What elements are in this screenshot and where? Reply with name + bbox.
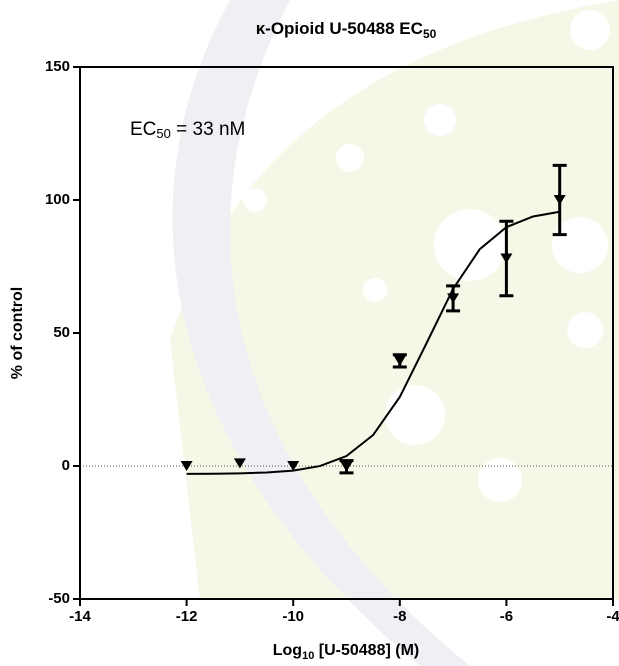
y-axis-label: % of control: [9, 287, 26, 379]
y-tick-label: -50: [48, 590, 70, 607]
data-point: [393, 355, 406, 366]
data-point: [500, 253, 513, 264]
data-point: [553, 195, 566, 205]
y-tick-label: 150: [45, 58, 70, 75]
x-tick-label: -8: [393, 608, 406, 625]
annotation: EC50 = 33 nM: [130, 119, 245, 141]
x-label-rest: [U-50488] (M): [314, 642, 419, 659]
data-point: [180, 461, 193, 471]
x-label-main: Log: [273, 642, 302, 659]
data-point: [233, 458, 246, 469]
y-tick-label: 50: [53, 324, 70, 341]
x-tick-label: -12: [176, 608, 198, 625]
x-axis-label: Log10 [U-50488] (M): [273, 642, 419, 662]
annotation-rest: = 33 nM: [171, 119, 245, 140]
title-main: κ-Opioid U-50488 EC: [256, 19, 423, 38]
x-tick-label: -4: [606, 608, 619, 625]
x-tick-label: -10: [282, 608, 304, 625]
chart-title: κ-Opioid U-50488 EC50: [256, 19, 437, 41]
annotation-subscript: 50: [156, 126, 170, 141]
y-tick-label: 100: [45, 191, 70, 208]
data-point: [287, 461, 300, 471]
x-tick-label: -14: [69, 608, 91, 625]
title-subscript: 50: [423, 27, 437, 41]
fit-curve: [186, 210, 560, 475]
data-point: [340, 461, 353, 472]
x-label-subscript: 10: [302, 650, 314, 662]
annotation-main: EC: [130, 119, 156, 140]
x-tick-label: -6: [500, 608, 513, 625]
data-point: [447, 293, 460, 304]
y-tick-label: 0: [62, 457, 70, 474]
